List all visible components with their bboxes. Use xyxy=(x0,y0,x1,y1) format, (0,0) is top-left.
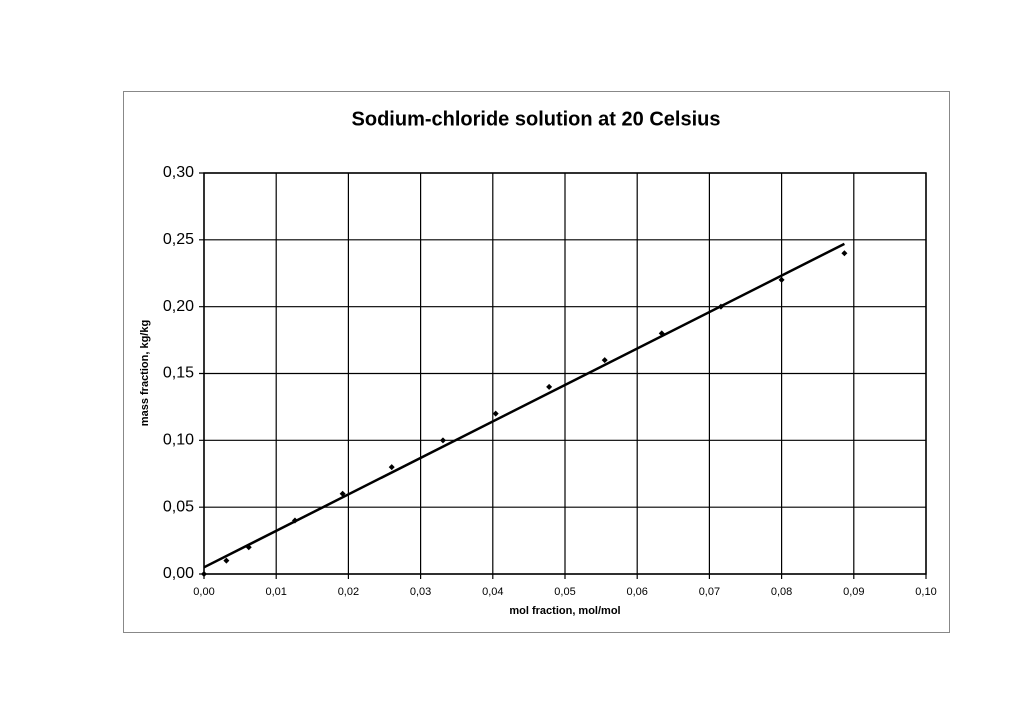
data-point xyxy=(223,557,230,564)
x-tick-label: 0,00 xyxy=(193,586,214,598)
data-point xyxy=(339,490,346,497)
y-tick-label: 0,20 xyxy=(163,298,194,315)
data-point xyxy=(658,330,665,337)
data-point xyxy=(245,544,252,551)
y-axis-label: mass fraction, kg/kg xyxy=(139,320,151,426)
y-tick-label: 0,25 xyxy=(163,231,194,248)
data-point xyxy=(841,250,848,257)
data-point xyxy=(201,571,207,577)
trend-line xyxy=(203,242,845,569)
x-axis-label: mol fraction, mol/mol xyxy=(509,605,620,617)
y-tick-label: 0,10 xyxy=(163,432,194,449)
x-tick-label: 0,04 xyxy=(482,586,503,598)
x-tick-label: 0,05 xyxy=(554,586,575,598)
data-point xyxy=(492,410,499,417)
y-tick-label: 0,15 xyxy=(163,365,194,382)
y-tick-label: 0,00 xyxy=(163,565,194,582)
chart-frame xyxy=(123,91,950,633)
data-point xyxy=(439,437,446,444)
data-point xyxy=(717,303,724,310)
x-tick-label: 0,03 xyxy=(410,586,431,598)
x-tick-label: 0,10 xyxy=(915,586,936,598)
x-tick-label: 0,02 xyxy=(338,586,359,598)
data-point xyxy=(546,383,553,390)
y-tick-label: 0,30 xyxy=(163,164,194,181)
plot-area xyxy=(203,172,927,575)
y-tick-label: 0,05 xyxy=(163,498,194,515)
data-point xyxy=(601,357,608,364)
chart-title: Sodium-chloride solution at 20 Celsius xyxy=(352,108,721,130)
data-point xyxy=(388,464,395,471)
x-tick-label: 0,01 xyxy=(265,586,286,598)
x-tick-label: 0,09 xyxy=(843,586,864,598)
data-point xyxy=(778,276,785,283)
x-tick-label: 0,06 xyxy=(626,586,647,598)
x-tick-label: 0,08 xyxy=(771,586,792,598)
data-point xyxy=(291,517,298,524)
x-tick-label: 0,07 xyxy=(699,586,720,598)
